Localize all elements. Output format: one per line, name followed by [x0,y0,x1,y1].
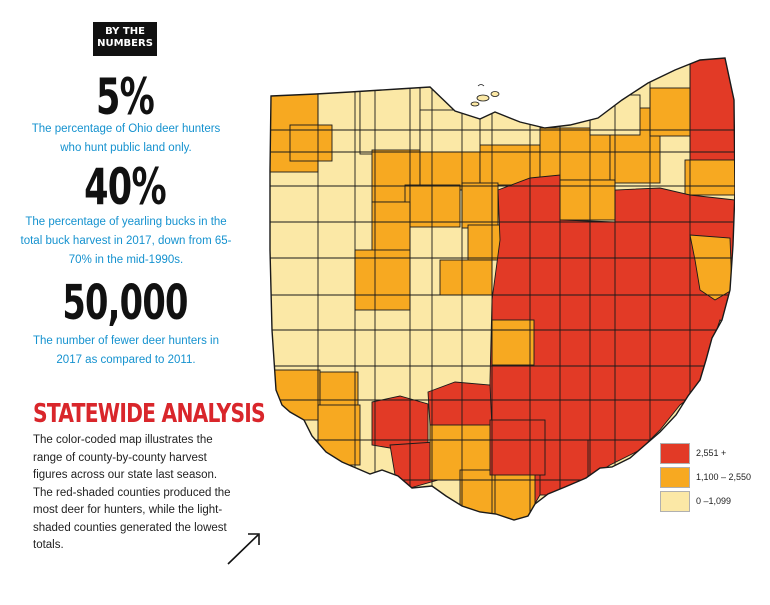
county-mid [459,469,501,516]
county-mid [354,249,411,311]
legend-swatch-high [660,442,690,464]
county-mid [317,404,361,466]
county-mid [404,184,461,228]
stat-number-1: 5% [95,68,155,126]
legend-item-mid: 1,100 – 2,550 [660,466,751,488]
county-high [427,381,493,429]
county-mid [559,179,616,221]
legend-label-low: 0 –1,099 [696,496,732,506]
county-high [489,419,546,476]
arrow-icon [227,533,260,565]
by-the-numbers-badge: BY THE NUMBERS [93,22,157,56]
county-mid [461,182,499,229]
legend-label-mid: 1,100 – 2,550 [696,472,752,482]
stat-number-3: 50,000 [62,275,188,331]
map-legend: 2,551 + 1,100 – 2,550 0 –1,099 [660,442,751,514]
badge-line-2: NUMBERS [97,38,153,49]
statewide-analysis-title: STATEWIDE ANALYSIS [33,399,266,429]
legend-item-low: 0 –1,099 [660,490,751,512]
county-mid [649,87,691,137]
stat-description-2: The percentage of yearling bucks in the … [20,216,232,266]
county-mid [289,124,333,162]
lake-erie-islands [470,84,500,107]
legend-item-high: 2,551 + [660,442,751,464]
county-mid [439,259,493,296]
county-mid [689,234,733,301]
county-mid [539,127,611,181]
badge-line-1: BY THE [105,26,145,37]
ohio-outline [269,57,735,521]
county-high [389,441,439,489]
county-mid [319,371,359,409]
statewide-analysis-body: The color-coded map illustrates the rang… [33,434,231,551]
stat-description-3: The number of fewer deer hunters in 2017… [32,335,220,366]
stat-description-1: The percentage of Ohio deer hunters who … [31,123,221,154]
county-mid [684,159,735,196]
county-mid [371,201,411,253]
legend-swatch-mid [660,466,690,488]
stat-number-2: 40% [84,158,166,216]
legend-swatch-low [660,490,690,512]
county-mid [491,319,535,366]
county-high [689,58,735,169]
legend-label-high: 2,551 + [696,448,727,458]
ohio-county-map [269,57,735,521]
county-mid [494,469,536,520]
county-low [359,87,421,155]
county-high [371,395,429,451]
